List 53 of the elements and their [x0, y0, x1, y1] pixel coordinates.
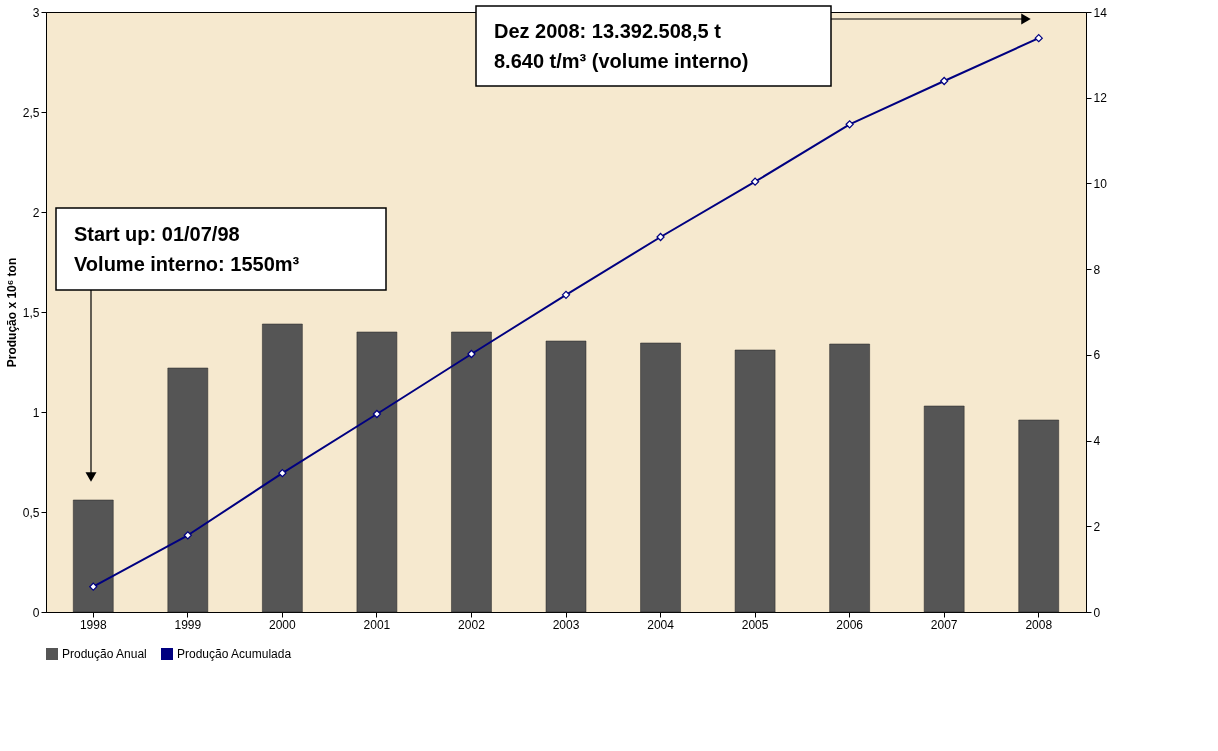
y-tick-label: 3: [32, 5, 40, 20]
x-tick-label: 1999: [174, 617, 202, 632]
bar: [734, 349, 776, 613]
x-tick-label: 2005: [741, 617, 769, 632]
annotation: Dez 2008: 13.392.508,5 t 8.640 t/m³ (volume interno): [494, 20, 749, 72]
y-axis-title: Produção x 10⁶ ton: [4, 257, 19, 368]
bar: [451, 331, 492, 613]
x-tick-label: 2001: [363, 617, 391, 632]
bar: [356, 331, 398, 613]
y2-tick-label: 14: [1093, 5, 1108, 20]
bar: [73, 499, 114, 613]
point: [183, 531, 192, 540]
point: [845, 120, 854, 129]
x-tick-label: 2000: [269, 617, 297, 632]
annotation: Start up: 01/07/98 Volume interno: 1550m³: [74, 223, 300, 275]
x-tick-label: 1998: [79, 617, 107, 632]
y-tick-label: 2,5: [22, 105, 40, 120]
y-tick-label: 1,5: [22, 305, 40, 320]
x-tick-label: 2008: [1025, 617, 1053, 632]
bar: [829, 343, 870, 613]
bar: [1018, 419, 1059, 613]
bar: [923, 405, 965, 613]
legend-label: Produção Acumulada: [177, 647, 292, 661]
bar: [640, 342, 681, 613]
x-tick-label: 2003: [552, 617, 580, 632]
legend-label: Produção Anual: [62, 647, 147, 661]
bar: [167, 367, 209, 613]
bar: [545, 340, 587, 613]
x-tick-label: 2002: [458, 617, 486, 632]
y2-tick-label: 12: [1093, 91, 1108, 106]
point: [467, 349, 476, 359]
point: [940, 76, 949, 86]
bar: [262, 323, 303, 613]
y-tick-label: 0: [32, 605, 40, 620]
x-tick-label: 2007: [930, 617, 958, 632]
point: [561, 290, 571, 299]
point: [89, 582, 98, 591]
y-tick-label: 1: [32, 405, 40, 420]
y-tick-label: 0,5: [22, 505, 40, 520]
y2-tick-label: 2: [1093, 519, 1101, 534]
y2-tick-label: 8: [1093, 262, 1101, 277]
point: [656, 232, 665, 242]
point: [1034, 34, 1043, 43]
y-tick-label: 2: [32, 205, 40, 220]
point: [372, 409, 382, 419]
point: [750, 177, 760, 186]
y2-tick-label: 10: [1093, 176, 1108, 191]
y2-tick-label: 4: [1093, 434, 1101, 449]
point: [278, 469, 287, 478]
x-tick-label: 2006: [836, 617, 864, 632]
y2-tick-label: 0: [1093, 605, 1101, 620]
x-tick-label: 2004: [647, 617, 675, 632]
y2-tick-label: 6: [1093, 348, 1101, 363]
